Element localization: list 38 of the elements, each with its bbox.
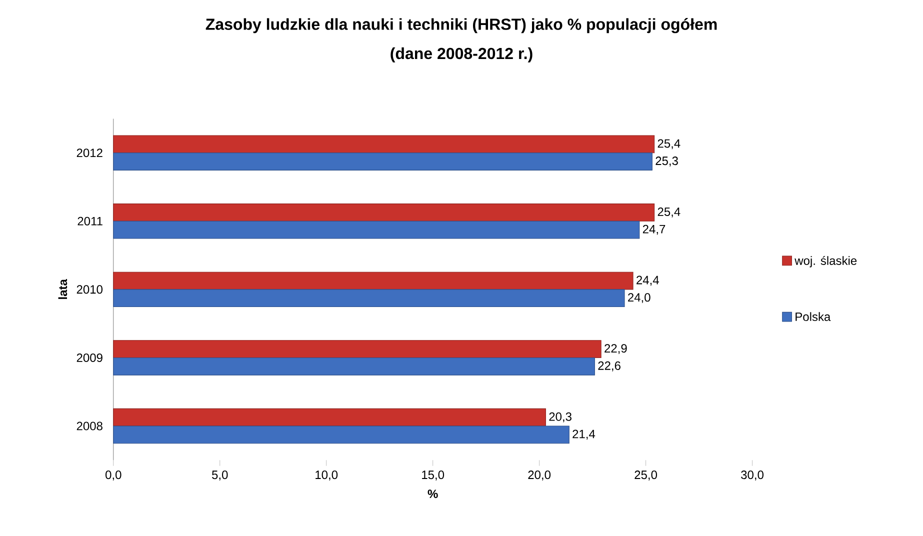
legend-label: Polska	[796, 312, 831, 321]
x-tick-label: 25,0	[634, 470, 658, 480]
chart-subtitle: (dane 2008-2012 r.)	[390, 47, 532, 62]
data-label: 20,3	[549, 412, 572, 422]
y-tick-label: 2010	[76, 285, 103, 294]
y-tick-label: 2009	[76, 353, 102, 362]
legend-label: woj. ślaskie	[794, 256, 857, 268]
x-tick-label: 15,0	[422, 470, 444, 480]
x-tick-label: 0,0	[106, 470, 122, 480]
bar	[113, 272, 634, 290]
bar	[113, 220, 640, 239]
y-axis-title: lata	[58, 278, 68, 299]
data-label: 24,7	[642, 224, 666, 235]
data-label: 24,4	[636, 276, 659, 286]
x-tick-label: 10,0	[316, 470, 338, 480]
bar	[113, 426, 570, 444]
data-label: 25,4	[658, 139, 680, 150]
x-tick-label: 20,0	[528, 470, 551, 480]
bar	[113, 203, 655, 222]
x-tick-label: 30,0	[741, 470, 764, 480]
y-tick-label: 2011	[78, 216, 102, 226]
y-tick-label: 2012	[76, 148, 102, 158]
bar	[113, 357, 595, 376]
bar	[113, 135, 655, 154]
bar	[113, 408, 546, 426]
bar	[113, 289, 625, 307]
data-label: 25,3	[656, 156, 678, 166]
y-tick-label: 2008	[76, 422, 102, 430]
data-label: 21,4	[572, 430, 596, 440]
x-tick-label: 5,0	[212, 470, 228, 480]
x-axis-title: %	[428, 490, 438, 498]
data-label: 22,9	[604, 344, 627, 354]
data-label: 24,0	[628, 293, 650, 303]
data-label: 25,4	[658, 207, 680, 218]
bar	[113, 152, 652, 170]
data-label: 22,6	[598, 361, 620, 372]
bar	[113, 340, 602, 358]
chart-title: Zasoby ludzkie dla nauki i techniki (HRST) jako % populacji ogółem	[206, 18, 717, 34]
